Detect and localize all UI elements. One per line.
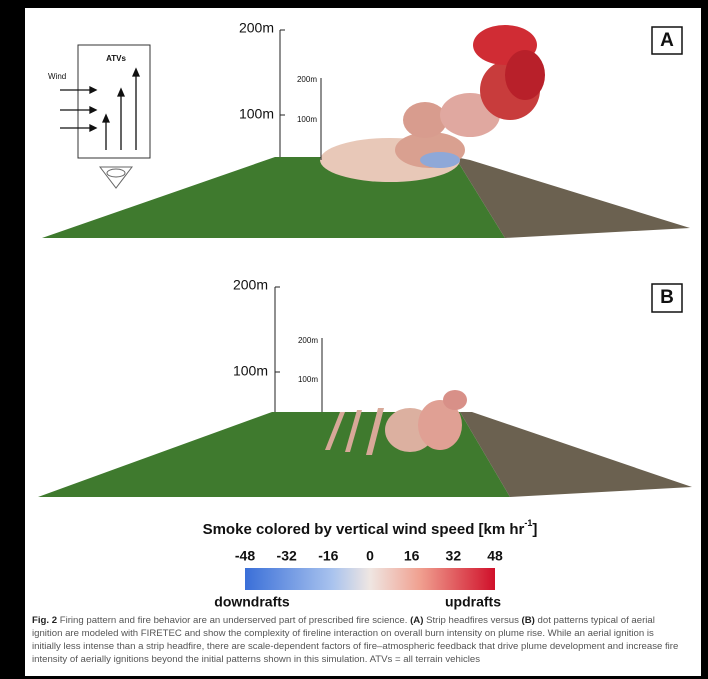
panel-label: A	[660, 30, 674, 51]
panel-label-box	[651, 26, 683, 55]
axis-label: 200m	[239, 20, 274, 36]
colorbar-low-label: downdrafts	[214, 594, 290, 610]
axis-label: 200m	[297, 75, 317, 84]
caption-segment: (B)	[521, 615, 535, 626]
caption-segment: Firing pattern and fire behavior are an …	[57, 615, 411, 626]
colorbar-title: Smoke colored by vertical wind speed [km…	[203, 518, 538, 538]
axis-label: 100m	[298, 375, 318, 384]
axis-label: 100m	[239, 106, 274, 122]
plume	[320, 25, 545, 182]
colorbar-tick-label: 0	[366, 548, 374, 564]
inset-wind: Wind	[48, 72, 66, 81]
inset-box	[77, 44, 151, 159]
colorbar-tick-label: 48	[487, 548, 503, 564]
colorbar-tick-label: 16	[404, 548, 420, 564]
caption-segment: Fig. 2	[32, 615, 58, 626]
inset-arrows	[60, 67, 140, 150]
terrain-burned	[460, 412, 692, 497]
inset-title: ATVs	[106, 54, 126, 63]
colorbar-tick-label: -16	[318, 548, 338, 564]
caption-segment: dot patterns typical of aerial ignition …	[32, 615, 679, 665]
colorbar-tick-label: -32	[277, 548, 297, 564]
panel-label: B	[660, 287, 674, 308]
panel-label-box	[651, 283, 683, 313]
axis-label: 200m	[233, 277, 268, 293]
axis-label: 100m	[297, 115, 317, 124]
colorbar-high-label: updrafts	[445, 594, 501, 610]
caption-segment: (A)	[410, 615, 424, 626]
eye-icon	[98, 166, 134, 189]
colorbar-tick-label: -48	[235, 548, 255, 564]
caption: Fig. 2 Firing pattern and fire behavior …	[32, 614, 682, 666]
fire-lines	[325, 390, 467, 455]
colorbar	[245, 568, 495, 590]
terrain-burned	[455, 157, 690, 238]
axis-label: 200m	[298, 336, 318, 345]
colorbar-tick-label: 32	[446, 548, 462, 564]
caption-segment: Strip headfires versus	[423, 615, 522, 626]
axis-label: 100m	[233, 363, 268, 379]
